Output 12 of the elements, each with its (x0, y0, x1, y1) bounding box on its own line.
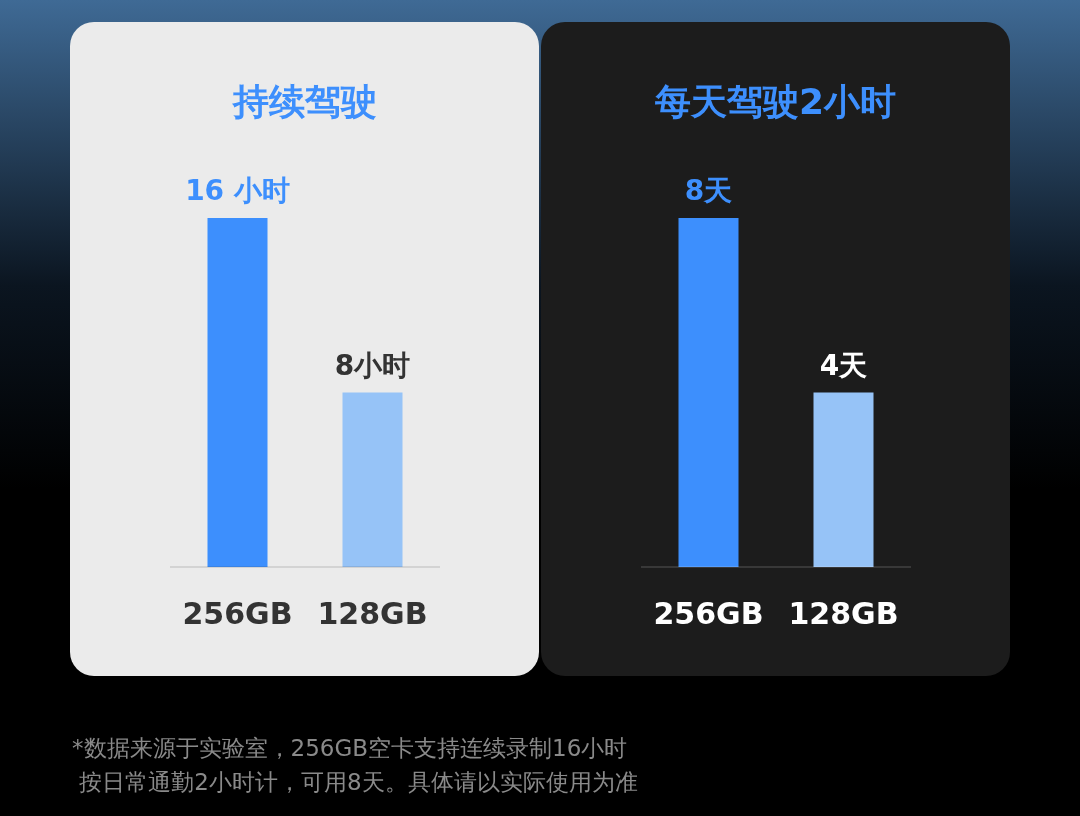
x-tick-label: 128GB (317, 596, 428, 631)
chart-title: 持续驾驶 (230, 81, 377, 122)
x-tick-label: 256GB (653, 596, 764, 631)
data-label: 4天 (819, 348, 868, 382)
data-label: 8小时 (334, 348, 411, 382)
x-tick-label: 256GB (182, 596, 293, 631)
data-label: 8天 (684, 174, 733, 207)
chart-title: 每天驾驶2小时 (653, 81, 897, 122)
data-label: 16 小时 (185, 174, 290, 207)
x-tick-label: 128GB (788, 596, 899, 631)
text: 按日常通勤2小时计，可用8天。具体请以实际使用为准 (72, 769, 638, 795)
text: *数据来源于实验室，256GB空卡支持连续录制16小时 (72, 735, 628, 761)
